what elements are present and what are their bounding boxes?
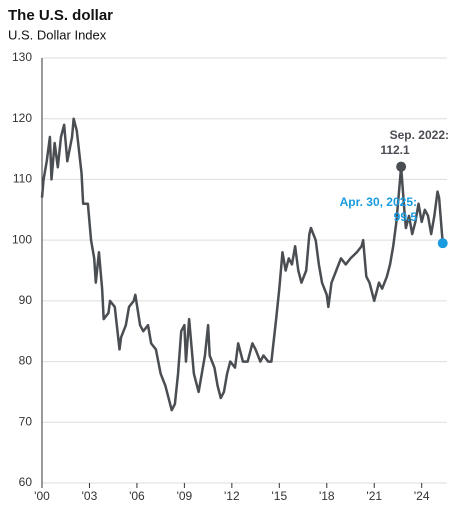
y-tick-label: 120 [12, 111, 32, 125]
line-series [40, 117, 444, 412]
y-tick-label: 90 [19, 293, 33, 307]
annotation-label: Sep. 2022: [390, 128, 449, 142]
x-tick-label: '09 [177, 489, 193, 503]
x-tick-label: '00 [34, 489, 50, 503]
annotation-value: 99.5 [394, 210, 418, 224]
x-tick-label: '18 [319, 489, 335, 503]
x-tick-label: '21 [366, 489, 382, 503]
x-tick-label: '03 [82, 489, 98, 503]
y-tick-label: 60 [19, 475, 33, 489]
y-tick-label: 70 [19, 414, 33, 428]
y-tick-label: 80 [19, 354, 33, 368]
annotation-dot [437, 238, 448, 249]
y-tick-label: 110 [13, 172, 32, 186]
y-tick-label: 100 [12, 232, 32, 246]
x-tick-label: '12 [224, 489, 240, 503]
y-tick-label: 130 [12, 50, 32, 64]
annotation-label: Apr. 30, 2025: [340, 195, 417, 209]
chart-title: The U.S. dollar [8, 7, 113, 24]
annotation-dot [396, 161, 407, 172]
annotation-value: 112.1 [380, 143, 410, 157]
x-tick-label: '06 [129, 489, 145, 503]
x-tick-label: '24 [414, 489, 430, 503]
x-tick-label: '15 [271, 489, 287, 503]
chart-subtitle: U.S. Dollar Index [8, 27, 107, 42]
